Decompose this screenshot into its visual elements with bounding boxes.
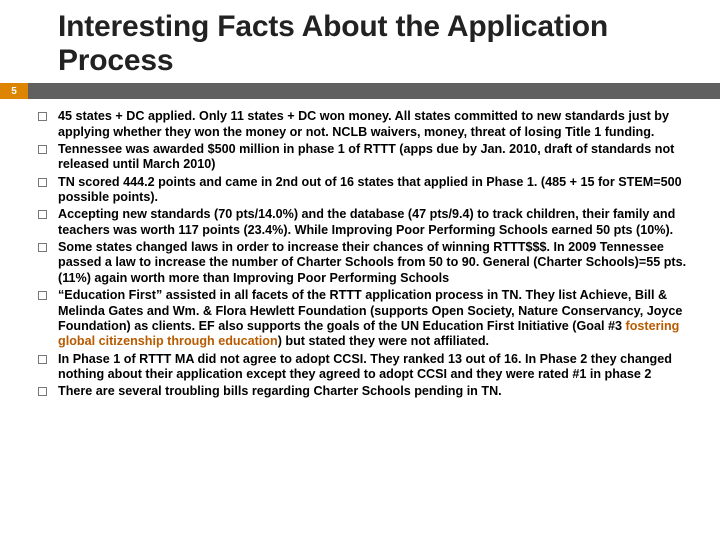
bullet-text: Some states changed laws in order to inc… — [58, 240, 686, 285]
slide-title: Interesting Facts About the Application … — [58, 10, 720, 77]
bullet-item: There are several troubling bills regard… — [58, 384, 706, 399]
bullet-text: Tennessee was awarded $500 million in ph… — [58, 142, 674, 171]
accent-bar — [28, 83, 720, 99]
bullet-item: “Education First” assisted in all facets… — [58, 288, 706, 349]
bullet-text: Accepting new standards (70 pts/14.0%) a… — [58, 207, 675, 236]
bullet-text-pre: “Education First” assisted in all facets… — [58, 288, 682, 333]
bullet-list: 45 states + DC applied. Only 11 states +… — [58, 109, 706, 399]
content-area: 45 states + DC applied. Only 11 states +… — [0, 99, 720, 399]
bullet-item: 45 states + DC applied. Only 11 states +… — [58, 109, 706, 140]
bullet-text: In Phase 1 of RTTT MA did not agree to a… — [58, 352, 672, 381]
bullet-text: There are several troubling bills regard… — [58, 384, 502, 398]
slide: Interesting Facts About the Application … — [0, 0, 720, 540]
bullet-item: Tennessee was awarded $500 million in ph… — [58, 142, 706, 173]
bullet-text-post: ) but stated they were not affiliated. — [278, 334, 489, 348]
bullet-item: TN scored 444.2 points and came in 2nd o… — [58, 175, 706, 206]
bullet-text: 45 states + DC applied. Only 11 states +… — [58, 109, 669, 138]
page-number-badge: 5 — [0, 83, 28, 99]
bullet-item: In Phase 1 of RTTT MA did not agree to a… — [58, 352, 706, 383]
title-area: Interesting Facts About the Application … — [0, 0, 720, 77]
accent-row: 5 — [0, 83, 720, 99]
bullet-text: TN scored 444.2 points and came in 2nd o… — [58, 175, 682, 204]
bullet-item: Some states changed laws in order to inc… — [58, 240, 706, 286]
bullet-item: Accepting new standards (70 pts/14.0%) a… — [58, 207, 706, 238]
